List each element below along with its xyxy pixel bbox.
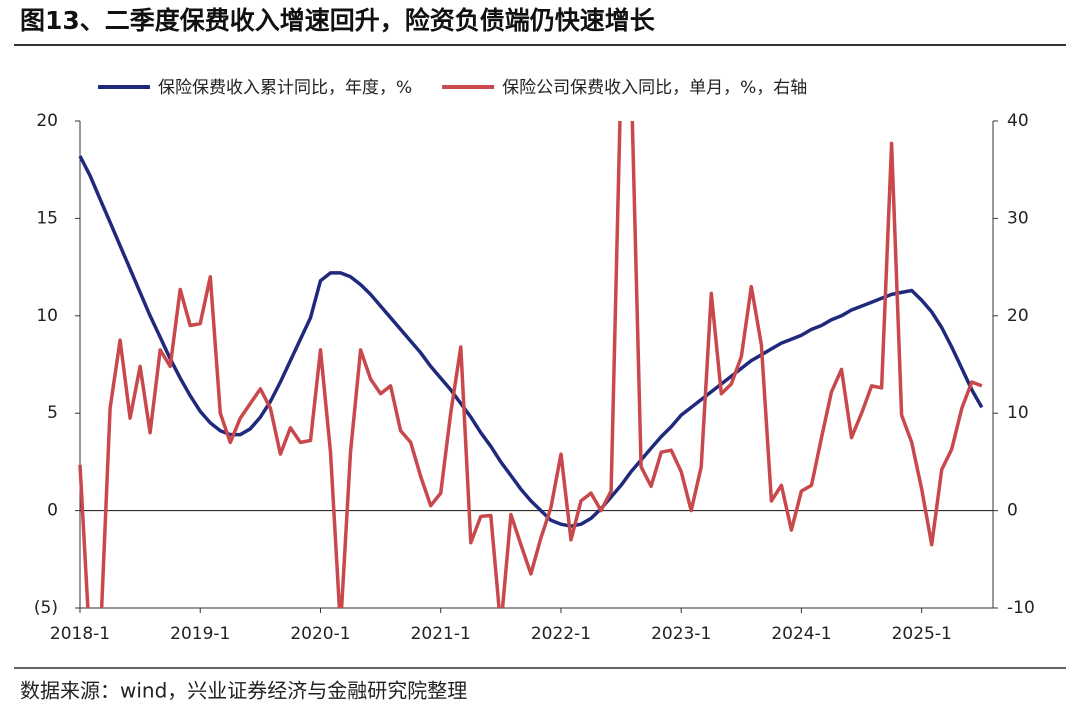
y-tick-label: 10 bbox=[36, 306, 58, 326]
source: 数据来源：wind，兴业证券经济与金融研究院整理 bbox=[20, 679, 467, 703]
x-tick-label: 2024-1 bbox=[771, 624, 831, 644]
y2-tick-label: 40 bbox=[1007, 111, 1029, 131]
x-tick-label: 2023-1 bbox=[651, 624, 711, 644]
y2-tick-label: -10 bbox=[1007, 598, 1035, 618]
y-tick-label: 5 bbox=[47, 403, 58, 423]
y-tick-label: 15 bbox=[36, 208, 58, 228]
x-tick-label: 2025-1 bbox=[892, 624, 952, 644]
y2-tick-label: 20 bbox=[1007, 306, 1029, 326]
x-tick-label: 2020-1 bbox=[290, 624, 350, 644]
y2-tick-label: 0 bbox=[1007, 501, 1018, 521]
x-tick-label: 2019-1 bbox=[170, 624, 230, 644]
y2-tick-label: 30 bbox=[1007, 208, 1029, 228]
x-tick-label: 2021-1 bbox=[411, 624, 471, 644]
plot-area bbox=[78, 121, 984, 608]
legend-label: 保险公司保费收入同比，单月，%，右轴 bbox=[502, 78, 807, 98]
legend-label: 保险保费收入累计同比，年度，% bbox=[158, 78, 412, 98]
series-line bbox=[78, 121, 983, 608]
x-tick-label: 2022-1 bbox=[531, 624, 591, 644]
y-tick-label: 0 bbox=[47, 501, 58, 521]
y-tick-label: 20 bbox=[36, 111, 58, 131]
y-tick-label: (5) bbox=[34, 598, 58, 618]
chart-title: 图13、二季度保费收入增速回升，险资负债端仍快速增长 bbox=[20, 6, 656, 35]
x-tick-label: 2018-1 bbox=[50, 624, 110, 644]
series-line bbox=[78, 155, 984, 528]
y2-tick-label: 10 bbox=[1007, 403, 1029, 423]
